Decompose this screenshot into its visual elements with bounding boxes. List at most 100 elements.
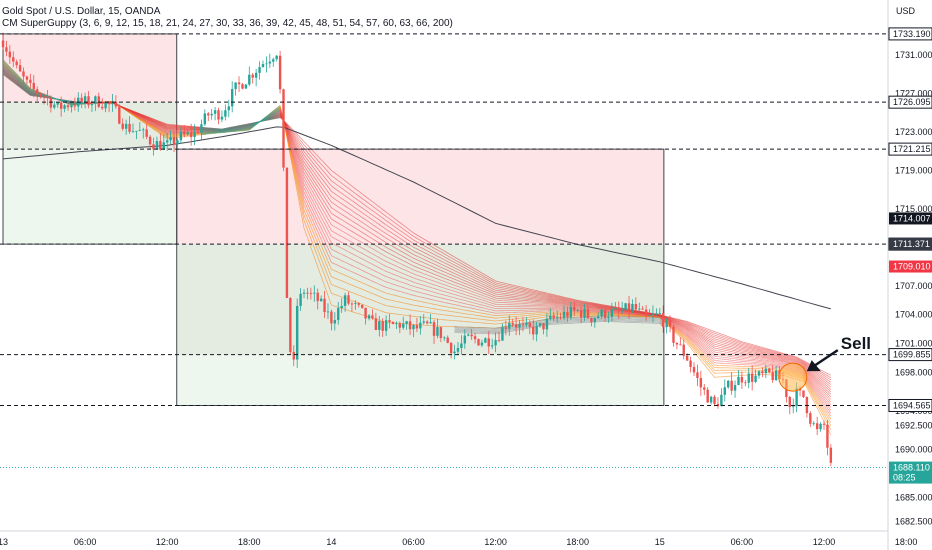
candle-body: [323, 298, 326, 313]
candle-body: [142, 129, 145, 131]
candle-body: [155, 141, 159, 150]
candle-body: [812, 423, 815, 425]
candle-body: [521, 324, 525, 326]
time-tick-label: 06:00: [731, 537, 754, 547]
currency-label: USD: [896, 6, 916, 16]
candle-body: [63, 105, 66, 109]
candle-body: [395, 323, 398, 325]
candle-body: [460, 343, 463, 349]
candle-body: [470, 334, 473, 337]
zone-boxes: [2, 33, 665, 406]
candle-body: [388, 320, 391, 323]
candle-body: [610, 309, 614, 317]
price-tick-label: 1707.000: [895, 281, 932, 291]
horizontal-levels: [0, 33, 888, 468]
time-tick-label: 14: [326, 537, 336, 547]
candle-body: [620, 310, 624, 312]
candle-body: [514, 324, 518, 328]
candle-body: [586, 309, 590, 318]
candle-body: [809, 413, 812, 424]
guppy-up-1-0: [201, 105, 281, 136]
candle-body: [757, 371, 761, 376]
candle-body: [66, 105, 70, 108]
candle-body: [224, 110, 227, 117]
candle-body: [166, 140, 169, 143]
candle-body: [675, 342, 679, 345]
candle-body: [39, 93, 42, 96]
candle-body: [754, 375, 757, 382]
candle-body: [477, 339, 480, 346]
candle-body: [131, 131, 135, 133]
candle-body: [768, 368, 771, 373]
candle-body: [713, 396, 716, 404]
price-tick-label: 1698.000: [895, 367, 932, 377]
candle-body: [436, 327, 439, 336]
candle-body: [774, 370, 778, 381]
time-axis[interactable]: 13 06:00 12:00 18:00 14 06:00 12:00 18:00 15 06:0…: [0, 530, 917, 547]
candle-body: [313, 292, 316, 294]
candle-body: [555, 317, 559, 319]
candle-body: [258, 67, 261, 73]
candle-body: [737, 376, 740, 386]
candle-body: [244, 84, 248, 89]
candle-body: [651, 313, 655, 316]
candle-body: [196, 132, 200, 134]
price-tick-label: 1731.000: [895, 50, 932, 60]
candle-body: [289, 297, 292, 352]
candle-body: [371, 315, 374, 319]
sell-circle: [778, 362, 808, 392]
price-tag-label: 1711.371: [893, 239, 930, 249]
price-axis[interactable]: 1731.000 1727.000 1723.000 1719.000 1715.000…: [887, 0, 932, 550]
candle-body: [398, 323, 402, 328]
price-tick-label: 1723.000: [895, 127, 932, 137]
chart-symbol-title: Gold Spot / U.S. Dollar, 15, OANDA: [2, 6, 161, 17]
candle-body: [234, 82, 237, 90]
time-tick-label: 12:00: [156, 537, 179, 547]
candle-body: [124, 123, 128, 129]
level-tag-label: 1721.215: [893, 144, 931, 154]
candle-body: [268, 61, 272, 64]
candle-body: [138, 130, 142, 131]
candle-body: [829, 447, 833, 463]
candle-body: [446, 337, 449, 343]
candle-body: [59, 102, 63, 109]
candle-body: [600, 309, 603, 317]
candle-body: [449, 342, 453, 354]
candle-body: [319, 298, 323, 302]
price-tick-label: 1704.000: [895, 310, 932, 320]
guppy-up-1-5: [201, 111, 281, 131]
price-tag-box: [889, 212, 932, 225]
guppy-gray-5: [454, 321, 664, 335]
candle-body: [169, 137, 172, 141]
candle-body: [285, 167, 289, 298]
candle-body: [648, 315, 651, 316]
candle-body: [203, 113, 207, 125]
candle-body: [148, 136, 152, 145]
level-tag-label: 1733.190: [893, 29, 931, 39]
candle-body: [679, 344, 682, 346]
candle-body: [316, 292, 319, 302]
candle-body: [237, 82, 241, 85]
guppy-up-1-7: [201, 114, 281, 131]
candle-body: [552, 315, 555, 319]
indicator-label: CM SuperGuppy (3, 6, 9, 12, 15, 18, 21, …: [2, 18, 453, 29]
time-tick-label: 18:00: [238, 537, 261, 547]
candle-body: [364, 307, 367, 319]
price-tick-label: 1685.000: [895, 493, 932, 503]
candle-body: [412, 325, 415, 330]
candle-body: [408, 321, 412, 330]
candle-body: [295, 305, 299, 360]
candle-body: [456, 348, 460, 352]
candle-body: [614, 307, 617, 310]
time-tick-label: 12:00: [813, 537, 836, 547]
guppy-gray-0: [454, 315, 664, 329]
sell-label: Sell: [841, 334, 871, 353]
candle-body: [15, 61, 18, 66]
time-tick-label: 06:00: [402, 537, 425, 547]
price-tick-label: 1682.500: [895, 517, 932, 527]
candle-body: [152, 144, 155, 150]
candle-body: [87, 96, 90, 106]
candle-body: [360, 304, 364, 308]
candle-body: [186, 132, 189, 135]
